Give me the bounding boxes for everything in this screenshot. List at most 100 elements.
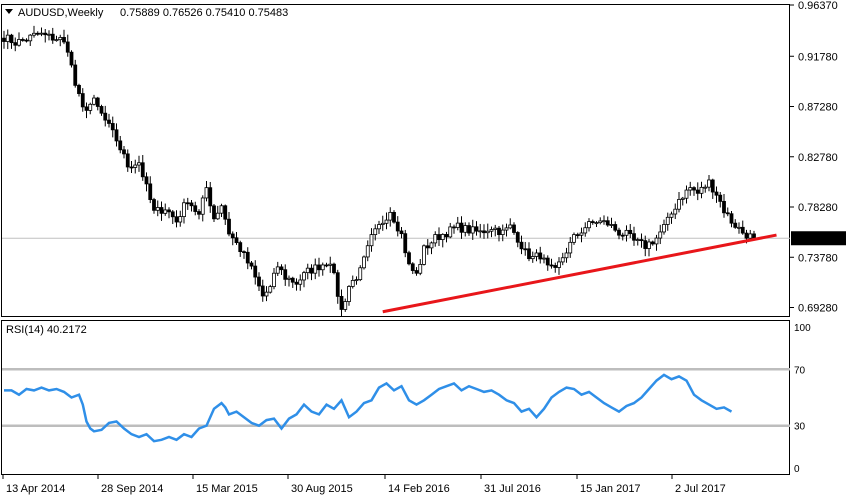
candle <box>54 35 59 42</box>
candle <box>317 257 321 277</box>
candle <box>324 262 329 268</box>
price-tick-label: 0.82780 <box>798 152 838 164</box>
candle <box>283 264 288 286</box>
candle <box>47 30 51 41</box>
candle <box>583 222 588 237</box>
candle <box>677 191 681 213</box>
candle <box>2 30 6 49</box>
candle <box>403 229 408 258</box>
candle <box>257 272 261 292</box>
candle <box>695 182 700 201</box>
candle <box>65 34 70 57</box>
candle <box>707 175 711 192</box>
candle <box>118 135 123 154</box>
candle <box>575 232 580 239</box>
candle <box>635 237 640 246</box>
candle <box>234 231 239 245</box>
candle <box>185 197 190 210</box>
candle <box>703 184 708 193</box>
candle <box>249 261 254 270</box>
candle <box>350 275 355 289</box>
candle <box>590 219 595 225</box>
candle <box>407 250 411 266</box>
candle <box>733 219 738 229</box>
candle <box>347 285 351 306</box>
candle <box>662 219 666 235</box>
candle <box>24 38 29 43</box>
candle <box>643 235 648 257</box>
candle <box>647 238 651 257</box>
candle <box>369 228 374 252</box>
candle <box>122 145 126 159</box>
candle <box>669 211 674 224</box>
candle <box>170 210 175 225</box>
rsi-line <box>4 373 733 443</box>
candle <box>5 29 10 50</box>
candle <box>729 210 734 228</box>
candle <box>133 159 138 174</box>
candle <box>208 181 213 213</box>
candle <box>639 233 644 248</box>
candle <box>320 262 325 276</box>
candle <box>69 50 74 68</box>
candle <box>174 210 179 228</box>
candle <box>13 37 18 52</box>
candle <box>418 258 423 276</box>
price-tick-label: 0.78280 <box>798 202 838 214</box>
candle <box>80 88 85 112</box>
candle <box>699 181 704 199</box>
price-panel[interactable] <box>1 4 790 317</box>
candle <box>178 210 183 227</box>
candle <box>497 225 501 242</box>
trendline[interactable] <box>382 233 777 314</box>
candle <box>714 186 719 203</box>
triangle-down-icon[interactable] <box>5 9 13 14</box>
candle <box>572 232 576 245</box>
candle <box>35 31 40 36</box>
candle <box>384 212 389 230</box>
candle <box>740 220 745 235</box>
candle <box>448 222 453 239</box>
candle <box>200 195 205 222</box>
time-tick-label: 28 Sep 2014 <box>101 483 163 495</box>
candle <box>193 201 198 216</box>
candle <box>95 96 100 111</box>
candle <box>17 32 21 47</box>
candle <box>549 258 554 269</box>
price-axis: 0.96370 0.91780 0.87280 0.82780 0.78280 0.737… <box>790 0 838 315</box>
candle <box>658 224 663 245</box>
candle <box>298 274 303 291</box>
candle <box>377 220 381 235</box>
candle <box>287 275 291 287</box>
price-tick-label: 0.96370 <box>798 0 838 12</box>
candle <box>489 226 494 238</box>
candle <box>425 239 430 255</box>
candle <box>485 223 490 239</box>
candle <box>50 27 55 44</box>
candle <box>605 216 610 227</box>
current-price-label: 0.75483 <box>797 233 837 245</box>
candle <box>264 286 269 302</box>
candle <box>373 224 378 241</box>
candle <box>294 278 299 291</box>
candle <box>309 264 314 281</box>
candle <box>275 261 280 277</box>
candle <box>722 193 726 218</box>
candle <box>527 242 531 262</box>
rsi-tick-label: 70 <box>794 365 806 376</box>
candle <box>478 223 483 238</box>
candlesticks <box>2 25 756 317</box>
rsi-panel[interactable] <box>1 320 790 475</box>
candle <box>245 247 250 270</box>
candle <box>624 225 629 242</box>
candle <box>395 216 400 237</box>
candle <box>279 264 284 275</box>
candle <box>504 223 509 237</box>
candle <box>335 269 340 304</box>
candle <box>628 223 633 239</box>
candle <box>103 105 108 127</box>
candle <box>688 181 693 196</box>
candle <box>39 27 44 37</box>
time-tick-label: 13 Apr 2014 <box>6 483 65 495</box>
